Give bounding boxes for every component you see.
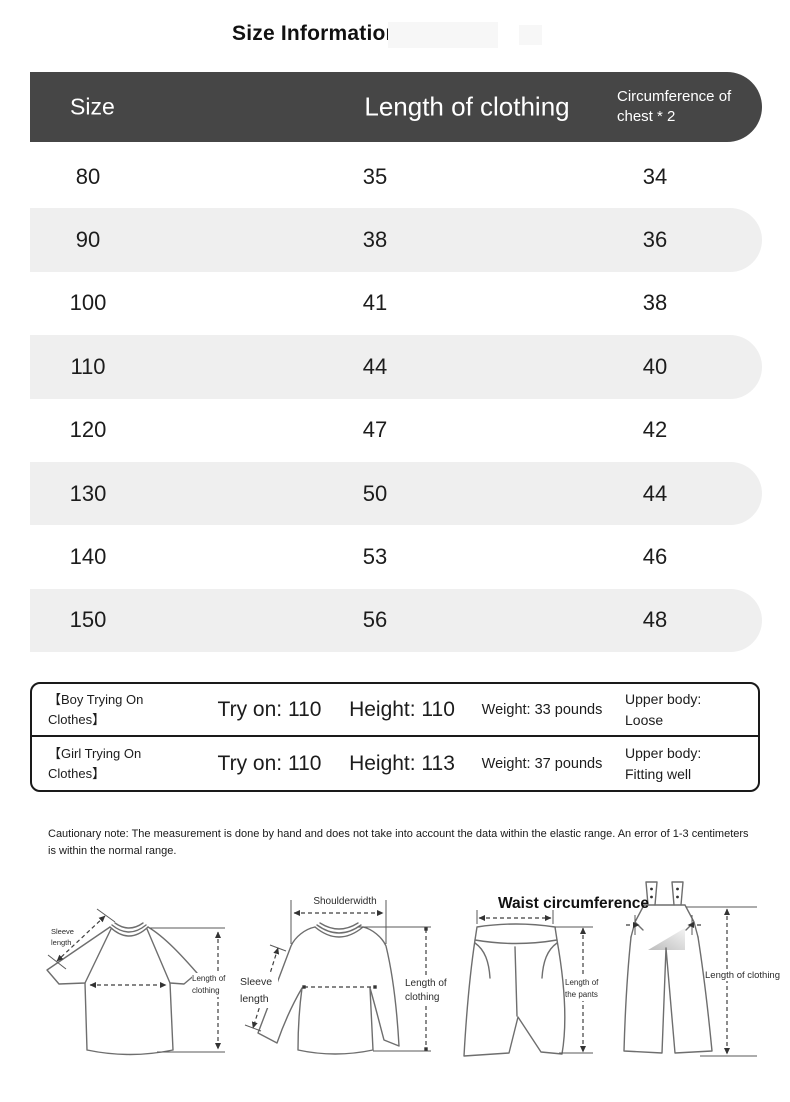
table-row: 110 44 40 [0, 335, 790, 399]
cell-length: 38 [362, 227, 388, 253]
page-title: Size Information [232, 22, 399, 45]
table-row: 90 38 36 [0, 208, 790, 273]
tryon-fit: Upper body: Fitting well [625, 744, 702, 782]
waist-circumference-label: Waist circumference [498, 895, 650, 912]
cell-chest: 36 [642, 227, 668, 253]
header-size: Size [70, 93, 115, 120]
tryon-fit: Upper body: Loose [625, 690, 702, 728]
cell-size: 130 [69, 480, 107, 506]
size-table-header: Size Length of clothing Circumference of… [30, 72, 762, 142]
size-table: 80 35 34 90 38 36 100 41 38 110 44 40 12… [0, 145, 790, 653]
tshirt-length-label: Length of clothing [192, 973, 230, 997]
watermark-block [388, 22, 498, 48]
header-chest: Circumference of chest * 2 [617, 87, 732, 125]
longsleeve-sleeve-length-label: Sleeve length [240, 974, 278, 1008]
shoulder-width-label: Shoulderwidth [313, 896, 377, 907]
cell-size: 120 [69, 417, 107, 443]
tryon-size: Try on: 110 [217, 751, 322, 775]
overalls-diagram-icon [623, 881, 757, 1057]
cell-length: 35 [362, 163, 388, 189]
cell-size: 140 [69, 544, 107, 570]
cell-size: 100 [69, 290, 107, 316]
cell-length: 56 [362, 607, 388, 633]
shorts-diagram-icon [463, 910, 593, 1057]
longsleeve-length-label: Length of clothing [405, 977, 451, 1005]
table-row: 130 50 44 [0, 461, 790, 526]
tshirt-sleeve-length-label: Sleeve length [51, 927, 74, 948]
table-row: 150 56 48 [0, 588, 790, 653]
watermark-block [519, 25, 542, 45]
cell-chest: 34 [642, 163, 668, 189]
tshirt-diagram-icon [46, 908, 225, 1056]
cell-size: 80 [75, 163, 101, 189]
cell-chest: 44 [642, 480, 668, 506]
cell-chest: 42 [642, 417, 668, 443]
caution-note: Cautionary note: The measurement is done… [48, 828, 749, 857]
cell-chest: 40 [642, 353, 668, 379]
tryon-label: 【Boy Trying On Clothes】 [48, 691, 144, 727]
tryon-height: Height: 110 [349, 697, 455, 721]
header-length: Length of clothing [364, 91, 570, 122]
cell-chest: 46 [642, 544, 668, 570]
tryon-size: Try on: 110 [217, 697, 322, 721]
cell-length: 50 [362, 480, 388, 506]
tryon-height: Height: 113 [349, 751, 455, 775]
table-row: 100 41 38 [0, 272, 790, 335]
cell-length: 41 [362, 290, 388, 316]
tryon-label: 【Girl Trying On Clothes】 [48, 745, 142, 781]
tryon-row-girl: 【Girl Trying On Clothes】 Try on: 110 Hei… [32, 737, 758, 790]
tryon-weight: Weight: 37 pounds [481, 755, 603, 772]
cell-size: 150 [69, 607, 107, 633]
tryon-table: 【Boy Trying On Clothes】 Try on: 110 Heig… [30, 682, 760, 792]
tryon-weight: Weight: 33 pounds [481, 701, 603, 718]
cell-length: 44 [362, 353, 388, 379]
cell-chest: 38 [642, 290, 668, 316]
cell-length: 47 [362, 417, 388, 443]
measurement-diagrams: Sleeve length Length of clothing Shoulde… [0, 860, 790, 1102]
cell-length: 53 [362, 544, 388, 570]
table-row: 120 47 42 [0, 399, 790, 462]
cell-size: 90 [75, 227, 101, 253]
table-row: 140 53 46 [0, 525, 790, 588]
tryon-row-boy: 【Boy Trying On Clothes】 Try on: 110 Heig… [32, 684, 758, 737]
pants-length-label: Length of the pants [565, 977, 611, 1001]
table-row: 80 35 34 [0, 145, 790, 208]
overalls-length-label: Length of clothing [705, 970, 781, 981]
cell-chest: 48 [642, 607, 668, 633]
cell-size: 110 [70, 353, 106, 379]
